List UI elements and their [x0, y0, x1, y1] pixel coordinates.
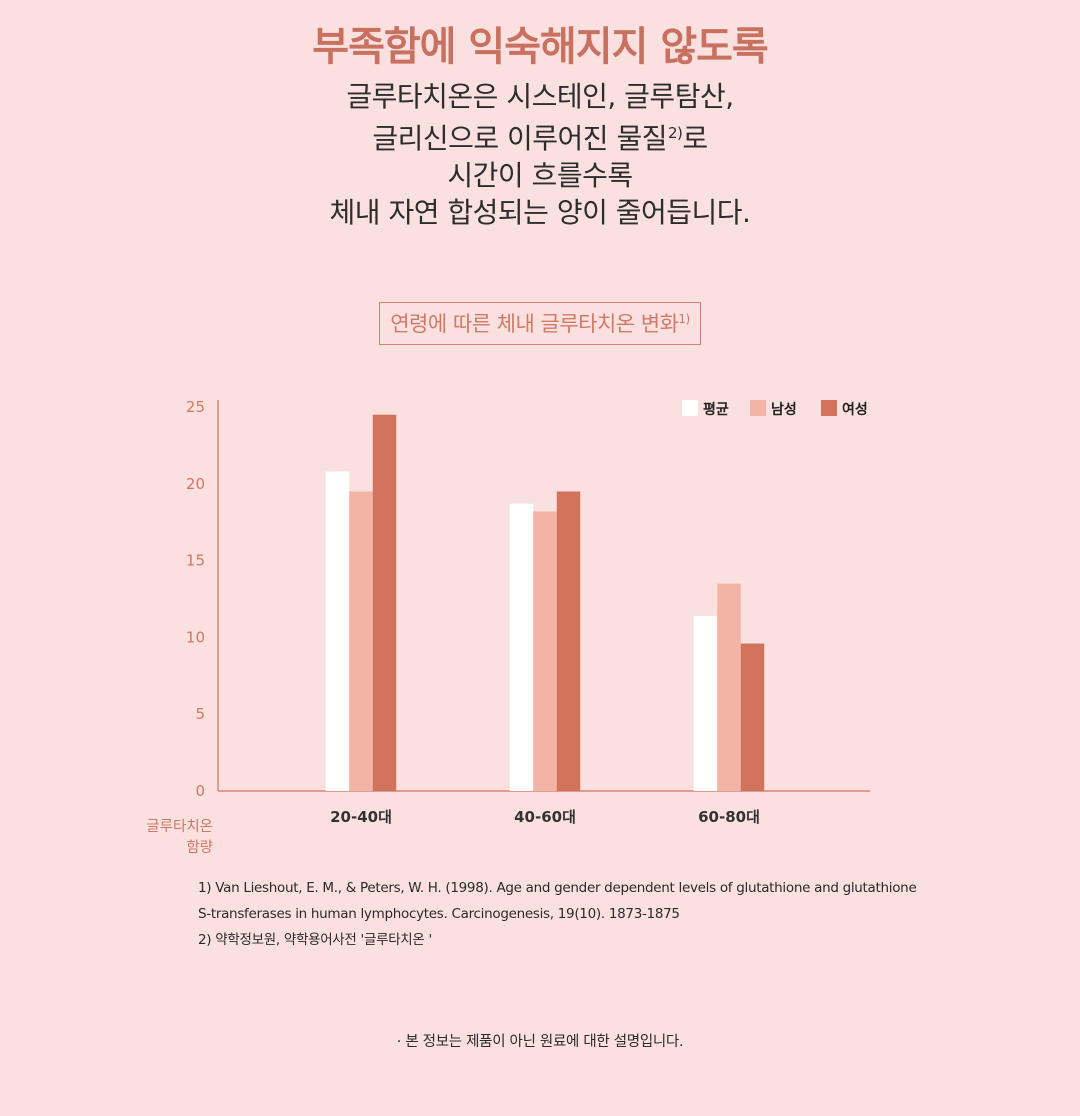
bar-평균-20-40대: [325, 471, 350, 791]
y-tick-label: 10: [186, 628, 205, 646]
notice-text: · 본 정보는 제품이 아닌 원료에 대한 설명입니다.: [396, 1034, 684, 1050]
y-tick-label: 20: [186, 475, 205, 493]
y-tick-label: 5: [195, 705, 205, 723]
x-category-label: 40-60대: [514, 808, 576, 826]
bar-남성-60-80대: [717, 583, 741, 791]
reference-1-line-1: 1) Van Lieshout, E. M., & Peters, W. H. …: [198, 880, 917, 896]
bar-여성-20-40대: [372, 414, 397, 791]
intro-footnote-marker: 2): [668, 124, 683, 142]
chart-title-footnote-marker: 1): [678, 312, 690, 326]
legend-swatch-평균: [682, 400, 698, 416]
chart-title-text: 연령에 따른 체내 글루타치온 변화: [390, 312, 679, 336]
references: 1) Van Lieshout, E. M., & Peters, W. H. …: [198, 875, 917, 953]
bar-평균-40-60대: [509, 503, 534, 791]
bar-남성-40-60대: [533, 511, 557, 791]
legend-swatch-남성: [750, 400, 766, 416]
bar-남성-20-40대: [349, 491, 373, 791]
legend-label: 남성: [771, 401, 797, 418]
intro-line-1: 글루타치온은 시스테인, 글루탐산,: [346, 80, 734, 113]
bar-여성-60-80대: [740, 643, 765, 791]
reference-2: 2) 약학정보원, 약학용어사전 '글루타치온 ': [198, 932, 432, 948]
intro-line-2-end: 로: [682, 122, 708, 155]
legend-label: 평균: [703, 401, 729, 418]
intro-line-3: 시간이 흐를수록: [447, 159, 633, 192]
legend-label: 여성: [842, 401, 868, 418]
chart-title-wrap: 연령에 따른 체내 글루타치온 변화1): [0, 302, 1080, 345]
x-category-label: 20-40대: [330, 808, 392, 826]
legend-swatch-여성: [821, 400, 837, 416]
y-tick-label: 15: [186, 552, 205, 570]
x-category-label: 60-80대: [698, 808, 760, 826]
headline: 부족함에 익숙해지지 않도록: [312, 24, 768, 70]
intro-line-4: 체내 자연 합성되는 양이 줄어듭니다.: [329, 196, 751, 229]
y-axis-label-line-1: 글루타치온: [146, 818, 213, 835]
y-tick-label: 0: [195, 782, 205, 800]
chart-title: 연령에 따른 체내 글루타치온 변화1): [379, 302, 701, 345]
intro-line-2: 글리신으로 이루어진 물질2)로: [0, 115, 1080, 157]
y-axis-label-line-2: 함량: [186, 839, 213, 856]
y-tick-label: 25: [186, 398, 205, 416]
bar-여성-40-60대: [556, 491, 581, 791]
bar-평균-60-80대: [693, 615, 718, 791]
intro-text: 글루타치온은 시스테인, 글루탐산, 글리신으로 이루어진 물질2)로 시간이 …: [0, 78, 1080, 231]
reference-1-line-2: S-transferases in human lymphocytes. Car…: [198, 906, 680, 922]
intro-line-2-text: 글리신으로 이루어진 물질: [372, 122, 667, 155]
